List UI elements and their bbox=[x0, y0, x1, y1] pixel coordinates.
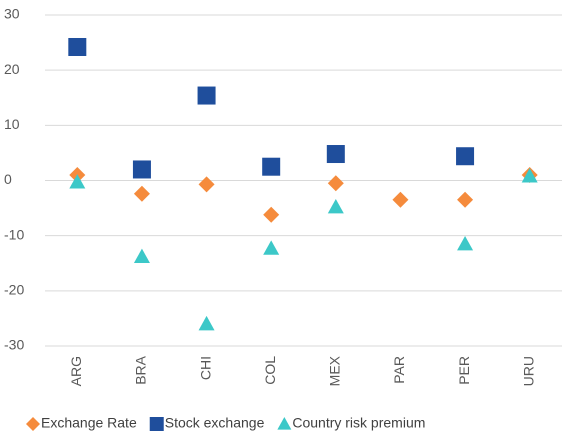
marker-triangle bbox=[133, 248, 150, 264]
y-tick-label: 20 bbox=[4, 61, 20, 77]
legend: Exchange Rate Stock exchange Country risk … bbox=[26, 415, 425, 431]
marker-diamond bbox=[327, 175, 344, 192]
marker-diamond bbox=[263, 206, 280, 223]
y-tick-label: -20 bbox=[4, 282, 24, 298]
marker-triangle bbox=[263, 240, 280, 255]
marker-triangle bbox=[327, 198, 344, 214]
marker-square bbox=[68, 37, 87, 56]
y-tick-label: -10 bbox=[4, 226, 24, 242]
x-tick-label: PAR bbox=[391, 356, 407, 384]
marker-triangle bbox=[198, 315, 215, 331]
y-tick-label: 30 bbox=[4, 6, 20, 22]
y-tick-label: 10 bbox=[4, 116, 20, 132]
marker-triangle bbox=[277, 417, 292, 430]
marker-square bbox=[132, 160, 151, 179]
legend-label: Stock exchange bbox=[165, 415, 265, 431]
marker-diamond bbox=[133, 185, 150, 202]
x-tick-label: CHI bbox=[197, 356, 213, 380]
marker-diamond bbox=[392, 191, 409, 208]
marker-diamond bbox=[457, 191, 474, 208]
legend-label: Exchange Rate bbox=[41, 415, 137, 431]
marker-square bbox=[149, 417, 164, 431]
x-tick-label: COL bbox=[262, 356, 278, 385]
marker-square bbox=[326, 145, 345, 164]
marker-square bbox=[197, 86, 216, 105]
y-tick-label: -30 bbox=[4, 337, 24, 353]
x-tick-label: MEX bbox=[327, 355, 343, 386]
marker-triangle bbox=[69, 174, 86, 189]
y-tick-label: 0 bbox=[4, 171, 12, 187]
x-tick-label: BRA bbox=[133, 355, 149, 384]
marker-diamond bbox=[198, 176, 215, 193]
marker-triangle bbox=[521, 168, 538, 183]
x-tick-label: URU bbox=[520, 356, 536, 386]
marker-diamond bbox=[26, 417, 40, 431]
marker-square bbox=[456, 147, 475, 166]
marker-square bbox=[262, 157, 281, 176]
x-tick-label: ARG bbox=[68, 356, 84, 386]
legend-label: Country risk premium bbox=[292, 415, 425, 431]
marker-triangle bbox=[457, 235, 474, 251]
x-tick-label: PER bbox=[456, 356, 472, 385]
